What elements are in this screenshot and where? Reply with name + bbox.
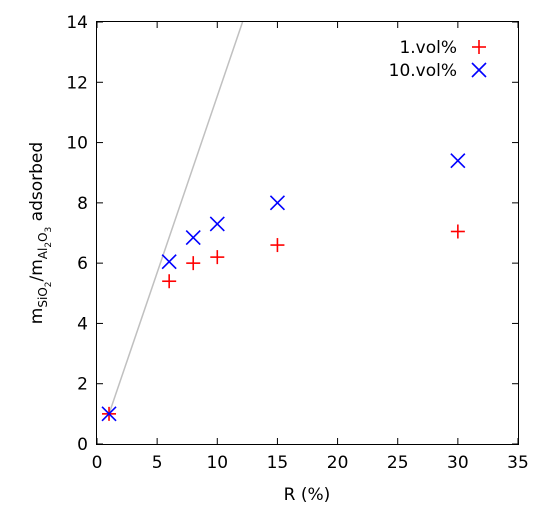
series-vol10 xyxy=(101,153,466,422)
series-vol10-point xyxy=(450,153,466,169)
y-label-al-sub2: 2 xyxy=(44,242,54,248)
x-tick-label: 25 xyxy=(387,453,409,473)
y-label-m: m xyxy=(27,308,47,325)
y-label-o-sub: O xyxy=(36,232,50,241)
series-vol1-point xyxy=(450,224,465,239)
series-vol10-point-d2 xyxy=(269,195,285,211)
y-tick-label: 8 xyxy=(77,194,88,214)
series-vol10-point-d2 xyxy=(101,406,117,422)
legend-label: 1.vol% xyxy=(399,38,457,58)
y-tick-label: 12 xyxy=(66,73,88,93)
x-axis-label: R (%) xyxy=(284,485,331,505)
y-label-o-sub2: 3 xyxy=(44,227,54,233)
series-vol10-point xyxy=(209,216,225,232)
series-vol10-point-d2 xyxy=(450,153,466,169)
series-vol10-point xyxy=(185,229,201,246)
series-vol10-point-d2 xyxy=(185,229,201,246)
y-tick-label: 6 xyxy=(77,254,88,274)
y-label-sio-sub2: 2 xyxy=(44,281,54,287)
y-tick-label: 4 xyxy=(77,314,88,334)
legend-label: 10.vol% xyxy=(389,61,457,81)
x-tick-label: 5 xyxy=(152,453,163,473)
legend-marker-d2 xyxy=(471,62,487,78)
series-vol10-point-d2 xyxy=(161,254,177,270)
y-axis-label: mSiO2/mAl2O3 adsorbed xyxy=(27,142,54,324)
x-tick-label: 0 xyxy=(92,453,103,473)
legend-marker xyxy=(472,40,486,54)
legend-marker xyxy=(471,62,487,78)
plot-frame xyxy=(96,21,519,445)
series-vol10-point xyxy=(269,195,285,211)
series-vol1-point xyxy=(210,250,225,265)
y-label-adsorbed: adsorbed xyxy=(27,142,47,227)
series-vol10-point xyxy=(101,406,117,422)
series-vol10-point-d2 xyxy=(209,216,225,232)
y-tick-label: 14 xyxy=(66,13,88,33)
y-tick-label: 0 xyxy=(77,435,88,455)
x-tick-label: 30 xyxy=(447,453,469,473)
series-vol1-point xyxy=(162,274,177,289)
y-tick-label: 2 xyxy=(77,375,88,395)
x-tick-label: 10 xyxy=(206,453,228,473)
reference-line xyxy=(108,21,244,415)
series-vol1-point xyxy=(186,256,201,271)
reference-line-layer xyxy=(108,21,244,415)
data-layer xyxy=(101,153,466,422)
y-label-slash-m: /m xyxy=(27,259,47,281)
x-tick-label: 35 xyxy=(507,453,529,473)
series-vol10-point xyxy=(161,254,177,270)
x-tick-label: 15 xyxy=(267,453,289,473)
series-vol1-point xyxy=(270,238,285,253)
y-label-al-sub: Al xyxy=(36,248,50,260)
legend: 1.vol% 10.vol% xyxy=(389,38,487,81)
y-tick-label: 10 xyxy=(66,134,88,154)
y-label-sio-sub: SiO xyxy=(36,287,50,307)
ticks-layer: 0 5 10 15 20 25 30 35 0 2 4 6 8 10 12 14 xyxy=(66,13,528,473)
x-tick-label: 20 xyxy=(327,453,349,473)
